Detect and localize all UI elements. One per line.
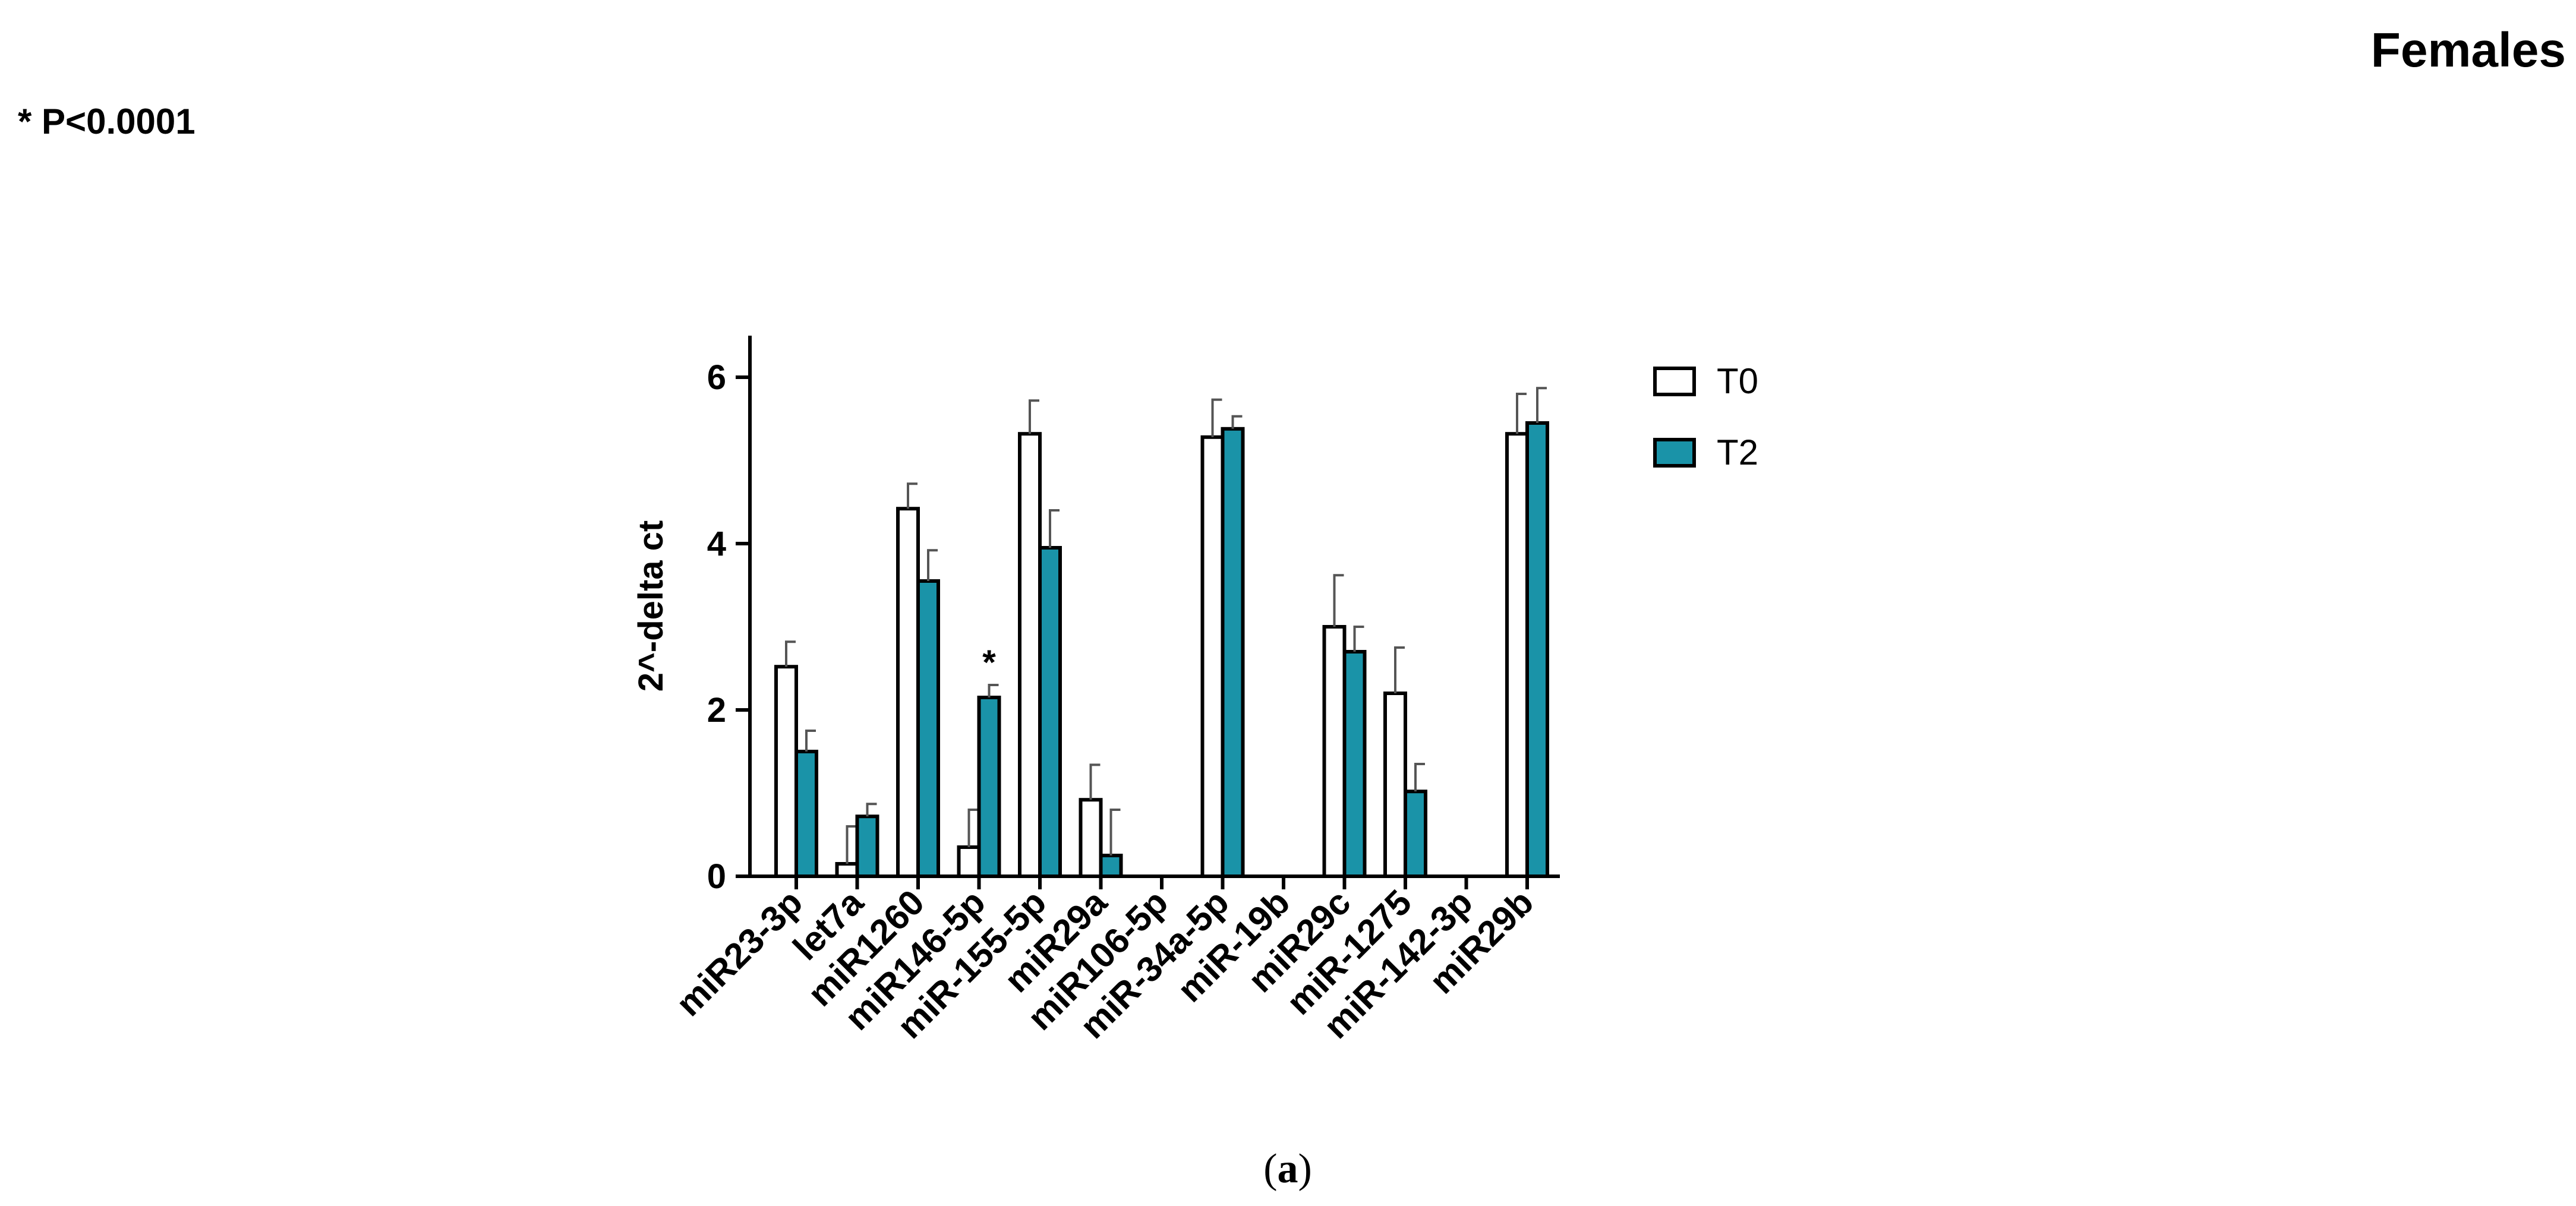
bar-t0 <box>1383 692 1407 878</box>
bar-t2 <box>1525 421 1549 878</box>
bar-t2 <box>916 579 940 878</box>
bar-t0 <box>774 665 798 878</box>
bar-t2 <box>1099 854 1123 878</box>
legend-swatch-t0 <box>1653 367 1696 396</box>
bar-t0 <box>896 507 920 878</box>
y-axis-label: 2^-delta ct <box>632 520 670 692</box>
caption-open: ( <box>1263 1146 1277 1192</box>
significance-note: * P<0.0001 <box>18 102 196 141</box>
bar-t0 <box>957 845 981 878</box>
bar-t2 <box>1342 650 1367 878</box>
y-tick-label: 2 <box>707 691 726 730</box>
bar-t0 <box>1322 625 1347 878</box>
bar-t0 <box>1079 798 1103 878</box>
legend-label-t2: T2 <box>1717 432 1758 472</box>
legend: T0 T2 <box>1653 361 1758 472</box>
bar-t0 <box>1200 435 1225 878</box>
figure-caption: (a) <box>1263 1146 1312 1192</box>
caption-close: ) <box>1298 1146 1312 1192</box>
bar-t2 <box>1404 790 1427 878</box>
figure-title: Females <box>2371 23 2566 77</box>
y-tick-label: 6 <box>707 358 726 397</box>
bar-t2 <box>1221 427 1245 878</box>
bar-t0 <box>835 862 859 878</box>
bar-t0 <box>1018 432 1042 878</box>
bar-t2 <box>794 750 818 878</box>
y-tick-label: 0 <box>707 857 726 896</box>
bar-t2 <box>855 814 879 878</box>
bar-t2 <box>1038 546 1062 878</box>
significance-marker: * <box>982 643 996 682</box>
bar-t2 <box>977 696 1001 878</box>
legend-swatch-t2 <box>1653 438 1696 468</box>
bar-t0 <box>1505 432 1529 878</box>
caption-letter: a <box>1278 1146 1298 1192</box>
x-category-label: miR23-3p <box>669 882 810 1024</box>
legend-label-t0: T0 <box>1717 361 1758 401</box>
y-tick-label: 4 <box>707 525 726 563</box>
